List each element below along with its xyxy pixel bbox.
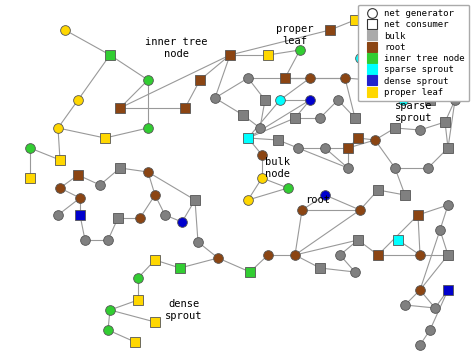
Text: root: root	[305, 195, 330, 205]
Text: sparse
sprout: sparse sprout	[395, 101, 432, 123]
Text: proper
leaf: proper leaf	[276, 24, 314, 46]
Text: inner tree
node: inner tree node	[145, 37, 208, 59]
Text: bulk
node: bulk node	[265, 157, 290, 179]
Text: dense
sprout: dense sprout	[165, 299, 202, 321]
Legend: net generator, net consumer, bulk, root, inner tree node, sparse sprout, dense s: net generator, net consumer, bulk, root,…	[358, 4, 469, 101]
